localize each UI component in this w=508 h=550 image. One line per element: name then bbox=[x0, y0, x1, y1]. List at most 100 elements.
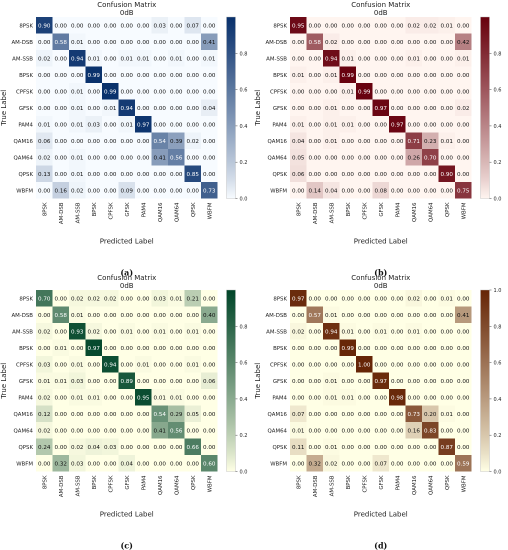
heatmap-cell bbox=[184, 17, 201, 34]
heatmap-cell bbox=[339, 405, 356, 422]
heatmap-cell bbox=[306, 165, 323, 182]
panel-label: (c) bbox=[121, 541, 134, 550]
heatmap-cell bbox=[168, 323, 185, 340]
heatmap-cell bbox=[184, 290, 201, 307]
heatmap-cell bbox=[405, 306, 422, 323]
heatmap-cell bbox=[455, 165, 472, 182]
cell-value-label: 0.02 bbox=[408, 296, 420, 302]
cell-value-label: 0.03 bbox=[71, 461, 84, 467]
x-tick-label: CPFSK bbox=[362, 202, 368, 219]
heatmap-cell bbox=[52, 438, 69, 455]
heatmap-cell bbox=[201, 306, 218, 323]
cell-value-label: 0.00 bbox=[121, 313, 134, 319]
y-tick-label: WBFM bbox=[270, 188, 287, 194]
x-tick-label: QAM16 bbox=[412, 202, 418, 222]
cell-value-label: 0.00 bbox=[375, 313, 388, 319]
cell-value-label: 0.00 bbox=[391, 461, 404, 467]
cell-value-label: 0.00 bbox=[375, 445, 388, 451]
heatmap-cell bbox=[69, 165, 86, 182]
heatmap-cell bbox=[118, 455, 135, 472]
heatmap-cell bbox=[52, 33, 69, 50]
cell-value-label: 0.02 bbox=[457, 106, 469, 112]
heatmap-cell bbox=[102, 438, 119, 455]
cell-value-label: 0.00 bbox=[358, 329, 371, 335]
cell-value-label: 0.00 bbox=[137, 296, 150, 302]
cell-value-label: 0.00 bbox=[309, 73, 322, 79]
heatmap-cell bbox=[323, 339, 340, 356]
cell-value-label: 0.00 bbox=[292, 106, 305, 112]
heatmap-cell bbox=[405, 323, 422, 340]
cell-value-label: 0.00 bbox=[71, 23, 84, 29]
cell-value-label: 0.01 bbox=[71, 395, 84, 401]
cell-value-label: 0.02 bbox=[71, 296, 83, 302]
cell-value-label: 0.00 bbox=[408, 313, 421, 319]
heatmap-cell bbox=[372, 306, 389, 323]
cell-value-label: 0.00 bbox=[375, 155, 388, 161]
y-axis-label: True Label bbox=[0, 90, 8, 127]
y-tick-label: AM-SSB bbox=[266, 329, 287, 335]
heatmap-cell bbox=[323, 372, 340, 389]
cell-value-label: 0.01 bbox=[154, 329, 167, 335]
cell-value-label: 0.01 bbox=[441, 23, 454, 29]
cell-value-label: 0.06 bbox=[203, 379, 216, 385]
cell-value-label: 0.00 bbox=[187, 89, 200, 95]
heatmap-cell bbox=[323, 66, 340, 83]
heatmap-cell bbox=[85, 438, 102, 455]
cell-value-label: 0.04 bbox=[292, 139, 305, 145]
heatmap-cell bbox=[405, 50, 422, 67]
colorbar bbox=[480, 289, 490, 472]
cell-value-label: 0.00 bbox=[391, 379, 404, 385]
heatmap-cell bbox=[290, 405, 307, 422]
cell-value-label: 0.00 bbox=[104, 56, 117, 62]
heatmap-cell bbox=[36, 372, 53, 389]
cell-value-label: 0.04 bbox=[88, 445, 101, 451]
heatmap-cell bbox=[52, 405, 69, 422]
cell-value-label: 0.00 bbox=[325, 296, 338, 302]
cell-value-label: 0.73 bbox=[408, 412, 421, 418]
heatmap-cell bbox=[438, 50, 455, 67]
cell-value-label: 0.00 bbox=[170, 461, 183, 467]
heatmap-cell bbox=[102, 323, 119, 340]
heatmap-cell bbox=[184, 33, 201, 50]
y-tick-label: CPFSK bbox=[16, 89, 33, 95]
cell-value-label: 0.01 bbox=[292, 428, 305, 434]
heatmap-cell bbox=[201, 83, 218, 100]
heatmap-cell bbox=[422, 290, 439, 307]
heatmap-cell bbox=[201, 50, 218, 67]
heatmap-cell bbox=[455, 372, 472, 389]
cell-value-label: 0.00 bbox=[358, 23, 371, 29]
heatmap-cell bbox=[36, 17, 53, 34]
heatmap-cell bbox=[201, 339, 218, 356]
cell-value-label: 0.00 bbox=[137, 155, 150, 161]
cell-value-label: 0.00 bbox=[457, 155, 470, 161]
heatmap-cell bbox=[356, 66, 373, 83]
cell-value-label: 0.00 bbox=[325, 89, 338, 95]
cell-value-label: 0.00 bbox=[391, 362, 404, 368]
cell-value-label: 0.00 bbox=[358, 122, 371, 128]
y-tick-label: CPFSK bbox=[270, 89, 287, 95]
cell-value-label: 0.00 bbox=[408, 395, 421, 401]
heatmap-cell bbox=[151, 33, 168, 50]
heatmap-cell bbox=[135, 438, 152, 455]
heatmap-cell bbox=[438, 182, 455, 199]
cell-value-label: 0.02 bbox=[424, 23, 436, 29]
chart-title: Confusion Matrix bbox=[351, 274, 410, 282]
cell-value-label: 0.97 bbox=[375, 379, 388, 385]
heatmap-cell bbox=[356, 438, 373, 455]
cell-value-label: 0.00 bbox=[441, 73, 454, 79]
heatmap-cell bbox=[323, 17, 340, 34]
heatmap-cell bbox=[405, 438, 422, 455]
heatmap-cell bbox=[339, 83, 356, 100]
cell-value-label: 0.00 bbox=[408, 346, 421, 352]
heatmap-cell bbox=[36, 33, 53, 50]
heatmap-cell bbox=[290, 372, 307, 389]
cell-value-label: 0.00 bbox=[325, 412, 338, 418]
heatmap-cell bbox=[135, 132, 152, 149]
heatmap-cell bbox=[306, 422, 323, 439]
cell-value-label: 0.01 bbox=[441, 412, 454, 418]
cell-value-label: 0.00 bbox=[424, 40, 437, 46]
cell-value-label: 0.00 bbox=[121, 23, 134, 29]
heatmap-cell bbox=[118, 33, 135, 50]
cell-value-label: 0.00 bbox=[342, 155, 355, 161]
heatmap-cell bbox=[389, 306, 406, 323]
